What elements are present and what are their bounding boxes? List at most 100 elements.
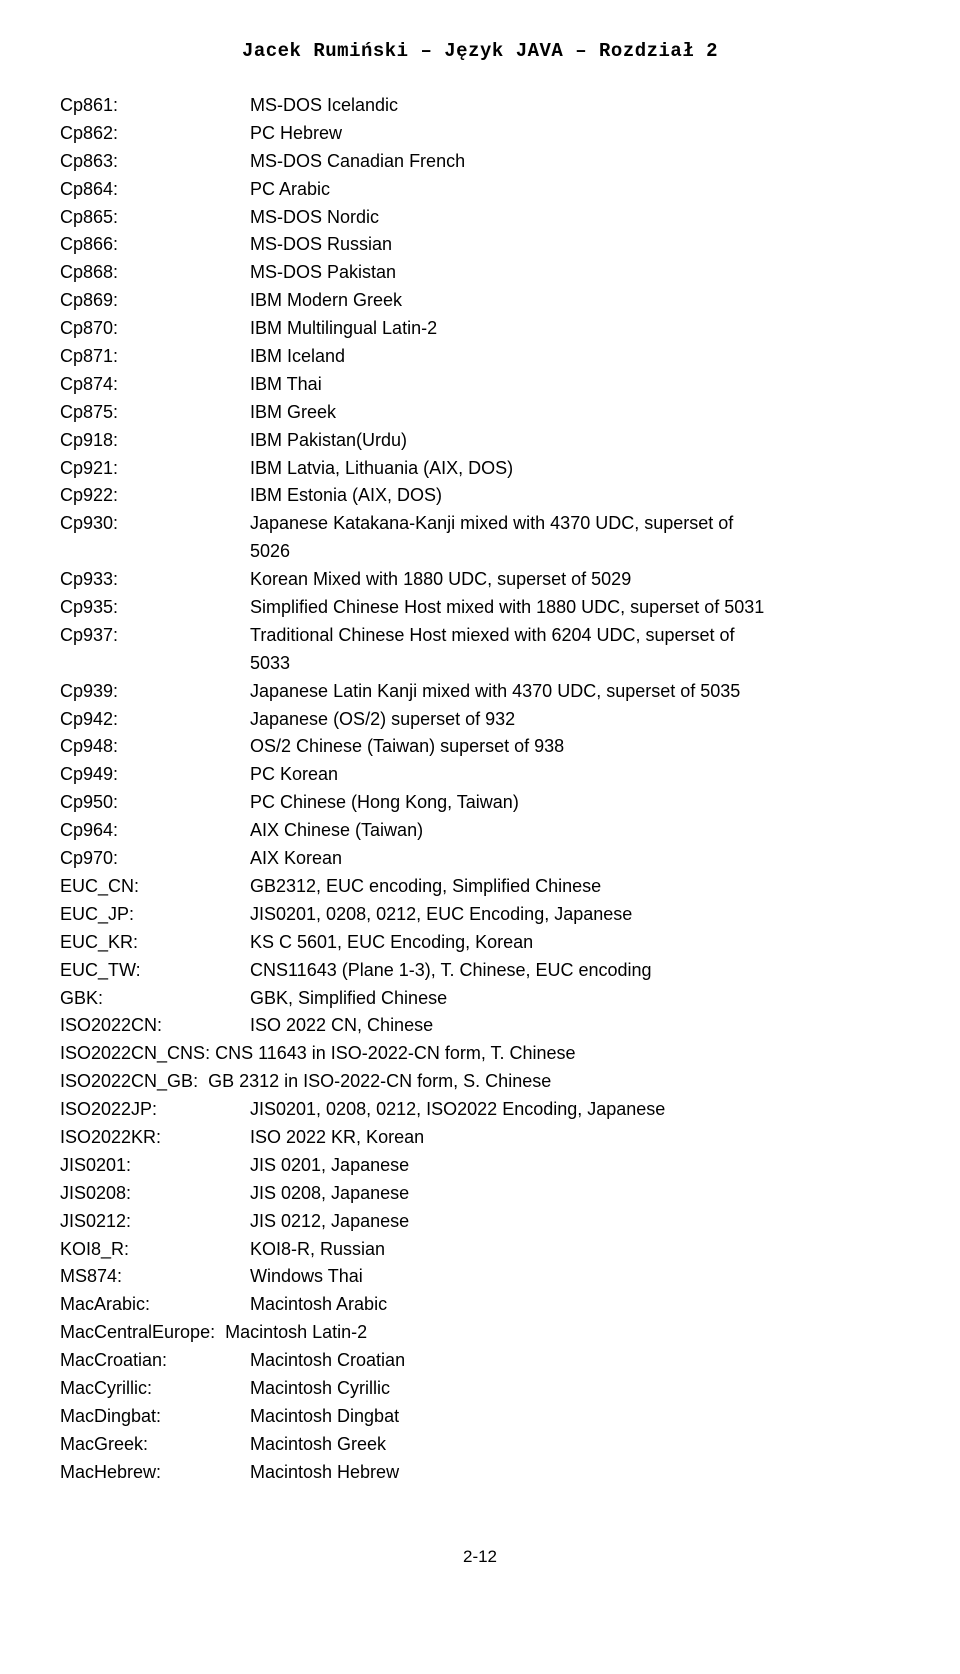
encoding-value: ISO 2022 KR, Korean: [250, 1124, 900, 1152]
encoding-key: EUC_JP:: [60, 901, 250, 929]
encoding-value: GB2312, EUC encoding, Simplified Chinese: [250, 873, 900, 901]
encoding-value: KOI8-R, Russian: [250, 1236, 900, 1264]
encoding-value: IBM Greek: [250, 399, 900, 427]
encoding-value: Korean Mixed with 1880 UDC, superset of …: [250, 566, 900, 594]
encoding-key: Cp862:: [60, 120, 250, 148]
encoding-row: Cp935:Simplified Chinese Host mixed with…: [60, 594, 900, 622]
encoding-row: Cp964:AIX Chinese (Taiwan): [60, 817, 900, 845]
encoding-row: JIS0201:JIS 0201, Japanese: [60, 1152, 900, 1180]
encoding-key: Cp964:: [60, 817, 250, 845]
encoding-key: Cp864:: [60, 176, 250, 204]
encoding-value: MS-DOS Nordic: [250, 204, 900, 232]
encoding-value: MS-DOS Pakistan: [250, 259, 900, 287]
encoding-row: Cp933:Korean Mixed with 1880 UDC, supers…: [60, 566, 900, 594]
encoding-value: JIS 0201, Japanese: [250, 1152, 900, 1180]
encoding-row: Cp875:IBM Greek: [60, 399, 900, 427]
encoding-value: IBM Modern Greek: [250, 287, 900, 315]
encoding-row: JIS0212:JIS 0212, Japanese: [60, 1208, 900, 1236]
encoding-value: MS-DOS Canadian French: [250, 148, 900, 176]
encoding-row: JIS0208:JIS 0208, Japanese: [60, 1180, 900, 1208]
encoding-value: JIS0201, 0208, 0212, ISO2022 Encoding, J…: [250, 1096, 900, 1124]
encoding-value: Macintosh Dingbat: [250, 1403, 900, 1431]
encoding-value: Macintosh Croatian: [250, 1347, 900, 1375]
encoding-key: MacArabic:: [60, 1291, 250, 1319]
encoding-value: IBM Pakistan(Urdu): [250, 427, 900, 455]
encoding-row: EUC_CN:GB2312, EUC encoding, Simplified …: [60, 873, 900, 901]
encoding-key: Cp948:: [60, 733, 250, 761]
encoding-key: ISO2022JP:: [60, 1096, 250, 1124]
encoding-row: MacGreek:Macintosh Greek: [60, 1431, 900, 1459]
encoding-key: Cp871:: [60, 343, 250, 371]
encoding-row: MacCroatian:Macintosh Croatian: [60, 1347, 900, 1375]
encoding-row: Cp861:MS-DOS Icelandic: [60, 92, 900, 120]
encoding-key: EUC_TW:: [60, 957, 250, 985]
encoding-value: CNS11643 (Plane 1-3), T. Chinese, EUC en…: [250, 957, 900, 985]
encoding-value: Japanese Latin Kanji mixed with 4370 UDC…: [250, 678, 900, 706]
encoding-row: 5033: [60, 650, 900, 678]
encoding-value: GBK, Simplified Chinese: [250, 985, 900, 1013]
encoding-row: Cp939:Japanese Latin Kanji mixed with 43…: [60, 678, 900, 706]
encoding-value: JIS0201, 0208, 0212, EUC Encoding, Japan…: [250, 901, 900, 929]
encoding-key: MacCyrillic:: [60, 1375, 250, 1403]
encoding-value: ISO 2022 CN, Chinese: [250, 1012, 900, 1040]
encoding-row: ISO2022JP:JIS0201, 0208, 0212, ISO2022 E…: [60, 1096, 900, 1124]
encoding-value-continuation: 5033: [60, 650, 290, 678]
encoding-key: Cp865:: [60, 204, 250, 232]
encoding-row: Cp862:PC Hebrew: [60, 120, 900, 148]
encoding-key: Cp935:: [60, 594, 250, 622]
encoding-value: AIX Korean: [250, 845, 900, 873]
encoding-key: MacGreek:: [60, 1431, 250, 1459]
encoding-value: Macintosh Hebrew: [250, 1459, 900, 1487]
encoding-value: MS-DOS Russian: [250, 231, 900, 259]
encoding-value: PC Arabic: [250, 176, 900, 204]
encoding-list: Cp861:MS-DOS IcelandicCp862:PC HebrewCp8…: [60, 92, 900, 1487]
encoding-key: ISO2022KR:: [60, 1124, 250, 1152]
encoding-key: Cp949:: [60, 761, 250, 789]
page-header: Jacek Rumiński – Język JAVA – Rozdział 2: [60, 40, 900, 62]
encoding-key: Cp875:: [60, 399, 250, 427]
encoding-key: MacHebrew:: [60, 1459, 250, 1487]
encoding-key: Cp921:: [60, 455, 250, 483]
encoding-value: IBM Iceland: [250, 343, 900, 371]
encoding-value: PC Hebrew: [250, 120, 900, 148]
encoding-key: MacDingbat:: [60, 1403, 250, 1431]
encoding-row: GBK:GBK, Simplified Chinese: [60, 985, 900, 1013]
encoding-row: Cp864:PC Arabic: [60, 176, 900, 204]
encoding-key: EUC_KR:: [60, 929, 250, 957]
encoding-row: MacCyrillic:Macintosh Cyrillic: [60, 1375, 900, 1403]
encoding-key: JIS0201:: [60, 1152, 250, 1180]
encoding-key: Cp933:: [60, 566, 250, 594]
encoding-key: Cp861:: [60, 92, 250, 120]
encoding-row: Cp948:OS/2 Chinese (Taiwan) superset of …: [60, 733, 900, 761]
encoding-value: IBM Latvia, Lithuania (AIX, DOS): [250, 455, 900, 483]
encoding-key: KOI8_R:: [60, 1236, 250, 1264]
encoding-value: Simplified Chinese Host mixed with 1880 …: [250, 594, 900, 622]
encoding-value: MS-DOS Icelandic: [250, 92, 900, 120]
encoding-value: KS C 5601, EUC Encoding, Korean: [250, 929, 900, 957]
encoding-row: Cp866:MS-DOS Russian: [60, 231, 900, 259]
encoding-row: MS874:Windows Thai: [60, 1263, 900, 1291]
encoding-row: MacHebrew: Macintosh Hebrew: [60, 1459, 900, 1487]
encoding-key: JIS0212:: [60, 1208, 250, 1236]
encoding-row: ISO2022CN_CNS: CNS 11643 in ISO-2022-CN …: [60, 1040, 900, 1068]
encoding-entry: MacCentralEurope: Macintosh Latin-2: [60, 1319, 367, 1347]
encoding-key: MacCroatian:: [60, 1347, 250, 1375]
encoding-key: Cp939:: [60, 678, 250, 706]
encoding-row: MacArabic:Macintosh Arabic: [60, 1291, 900, 1319]
encoding-value: Windows Thai: [250, 1263, 900, 1291]
encoding-row: Cp937:Traditional Chinese Host miexed wi…: [60, 622, 900, 650]
page-footer: 2-12: [60, 1547, 900, 1567]
encoding-value: JIS 0212, Japanese: [250, 1208, 900, 1236]
encoding-value: Macintosh Greek: [250, 1431, 900, 1459]
encoding-value: PC Korean: [250, 761, 900, 789]
encoding-row: Cp874:IBM Thai: [60, 371, 900, 399]
encoding-row: ISO2022CN_GB: GB 2312 in ISO-2022-CN for…: [60, 1068, 900, 1096]
encoding-key: Cp918:: [60, 427, 250, 455]
encoding-value-continuation: 5026: [60, 538, 290, 566]
encoding-row: Cp921:IBM Latvia, Lithuania (AIX, DOS): [60, 455, 900, 483]
encoding-row: 5026: [60, 538, 900, 566]
encoding-row: EUC_TW:CNS11643 (Plane 1-3), T. Chinese,…: [60, 957, 900, 985]
encoding-value: Macintosh Cyrillic: [250, 1375, 900, 1403]
encoding-row: EUC_JP:JIS0201, 0208, 0212, EUC Encoding…: [60, 901, 900, 929]
encoding-row: Cp970:AIX Korean: [60, 845, 900, 873]
